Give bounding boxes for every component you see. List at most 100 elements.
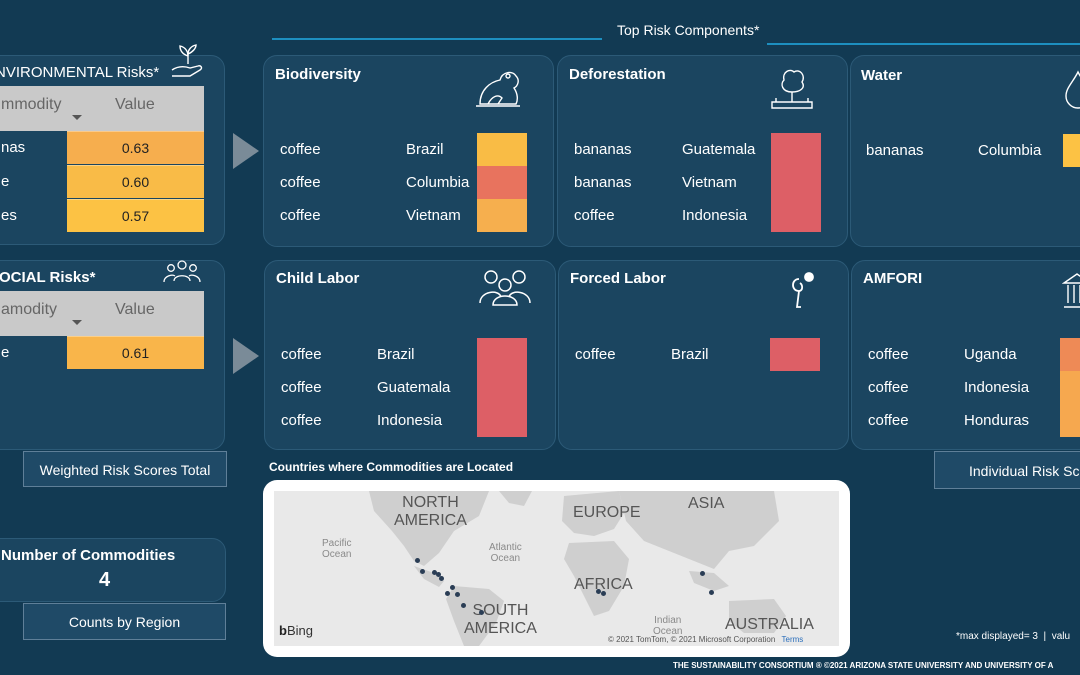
biodiversity-row-risk-swatch	[477, 133, 527, 166]
amfori-risk-row[interactable]: coffee Indonesia	[852, 371, 1080, 404]
amfori-card[interactable]: AMFORI coffee Uganda coffee Indonesia co…	[851, 260, 1080, 450]
water-title: Water	[861, 67, 903, 84]
environmental-table-row[interactable]: e 0.60	[0, 165, 204, 198]
amfori-row-commodity: coffee	[868, 379, 909, 396]
amfori-risk-row[interactable]: coffee Uganda	[852, 338, 1080, 371]
map-point[interactable]	[455, 592, 460, 597]
map-terms-link[interactable]: Terms	[781, 635, 804, 644]
map-label-australia: AUSTRALIA	[725, 616, 814, 633]
forced-labor-row-risk-swatch	[770, 338, 820, 371]
map-point[interactable]	[601, 591, 606, 596]
amfori-risk-row[interactable]: coffee Honduras	[852, 404, 1080, 437]
biodiversity-row-commodity: coffee	[280, 141, 321, 158]
social-col-value[interactable]: Value	[67, 291, 204, 336]
map-label-europe: EUROPE	[573, 504, 641, 521]
biodiversity-row-country: Columbia	[406, 174, 470, 191]
biodiversity-risk-row[interactable]: coffee Columbia	[264, 166, 553, 199]
map-label-africa: AFRICA	[574, 576, 633, 593]
map-point[interactable]	[420, 569, 425, 574]
map-canvas[interactable]: NORTH AMERICA EUROPE ASIA AFRICA SOUTH A…	[274, 491, 839, 646]
counts-by-region-button[interactable]: Counts by Region	[23, 603, 226, 640]
deforestation-row-commodity: bananas	[574, 174, 632, 191]
bing-brand-text: Bing	[286, 623, 313, 638]
environmental-risks-card: NVIRONMENTAL Risks* mmodity Value nas 0.…	[0, 44, 225, 245]
child-labor-risk-row[interactable]: coffee Indonesia	[265, 404, 555, 437]
child-labor-risk-row[interactable]: coffee Brazil	[265, 338, 555, 371]
social-row-value: 0.61	[67, 336, 204, 369]
forced-labor-card[interactable]: Forced Labor coffee Brazil	[558, 260, 849, 450]
map-container[interactable]: NORTH AMERICA EUROPE ASIA AFRICA SOUTH A…	[263, 480, 850, 657]
map-label-south-america: SOUTH AMERICA	[464, 602, 537, 637]
biodiversity-row-risk-swatch	[477, 199, 527, 232]
deforestation-row-country: Indonesia	[682, 207, 748, 224]
max-displayed-footnote: *max displayed= 3 | valu	[956, 631, 1071, 642]
map-point[interactable]	[450, 585, 455, 590]
map-point[interactable]	[445, 591, 450, 596]
biodiversity-risk-row[interactable]: coffee Vietnam	[264, 199, 553, 232]
map-point[interactable]	[596, 589, 601, 594]
map-point[interactable]	[432, 570, 437, 575]
map-point[interactable]	[461, 603, 466, 608]
map-label-indian-ocean: Indian Ocean	[653, 615, 683, 637]
map-point[interactable]	[479, 610, 484, 615]
environmental-risks-title: NVIRONMENTAL Risks*	[0, 64, 160, 81]
amfori-row-risk-swatch	[1060, 404, 1080, 437]
institution-icon	[1062, 273, 1080, 308]
amfori-title: AMFORI	[863, 270, 923, 287]
social-col-commodity-label: amodity	[1, 301, 58, 318]
social-col-value-label: Value	[115, 301, 155, 318]
environmental-table-row[interactable]: nas 0.63	[0, 131, 204, 164]
commodities-count-card: Number of Commodities 4	[0, 538, 226, 602]
water-risk-row[interactable]: bananas Columbia	[851, 134, 1080, 167]
amfori-row-risk-swatch	[1060, 338, 1080, 371]
deforestation-risk-row[interactable]: coffee Indonesia	[558, 199, 847, 232]
env-col-value[interactable]: Value	[67, 86, 204, 131]
forced-labor-row-commodity: coffee	[575, 346, 616, 363]
sort-desc-icon	[72, 320, 82, 325]
footer-copyright: THE SUSTAINABILITY CONSORTIUM ® ©2021 AR…	[673, 661, 1054, 670]
env-col-commodity[interactable]: mmodity	[0, 86, 67, 131]
environmental-row-value: 0.60	[67, 165, 204, 198]
map-label-asia: ASIA	[688, 495, 725, 512]
deforestation-risk-row[interactable]: bananas Guatemala	[558, 133, 847, 166]
amfori-row-country: Honduras	[964, 412, 1030, 429]
bing-logo: bBing	[279, 623, 313, 638]
child-labor-row-risk-swatch	[477, 371, 527, 404]
social-table-row[interactable]: e 0.61	[0, 336, 204, 369]
commodities-count-value: 4	[99, 569, 111, 591]
biodiversity-card[interactable]: Biodiversity coffee Brazil coffee Columb…	[263, 55, 554, 247]
individual-risk-scores-button[interactable]: Individual Risk Sco	[934, 451, 1080, 489]
environmental-row-value: 0.63	[67, 131, 204, 164]
map-point[interactable]	[709, 590, 714, 595]
child-labor-card[interactable]: Child Labor coffee Brazil coffee Guatema…	[264, 260, 556, 450]
forced-labor-risk-row[interactable]: coffee Brazil	[559, 338, 848, 371]
child-labor-row-commodity: coffee	[281, 412, 322, 429]
map-point[interactable]	[415, 558, 420, 563]
sort-desc-icon	[72, 115, 82, 120]
biodiversity-title: Biodiversity	[275, 66, 361, 83]
environmental-row-commodity: e	[1, 173, 10, 190]
biodiversity-row-country: Vietnam	[406, 207, 461, 224]
environmental-table-row[interactable]: es 0.57	[0, 199, 204, 232]
deforestation-title: Deforestation	[569, 66, 666, 83]
water-card[interactable]: Water bananas Columbia	[850, 55, 1080, 247]
forced-labor-icon	[792, 272, 814, 308]
forced-labor-title: Forced Labor	[570, 270, 666, 287]
child-labor-risk-row[interactable]: coffee Guatemala	[265, 371, 555, 404]
social-col-commodity[interactable]: amodity	[0, 291, 67, 336]
map-point[interactable]	[439, 576, 444, 581]
tree-icon	[771, 69, 813, 109]
biodiversity-risk-row[interactable]: coffee Brazil	[264, 133, 553, 166]
map-point[interactable]	[436, 572, 441, 577]
social-row-commodity: e	[1, 344, 10, 361]
map-point[interactable]	[700, 571, 705, 576]
deforestation-card[interactable]: Deforestation bananas Guatemala bananas …	[557, 55, 848, 247]
frog-icon	[476, 71, 520, 107]
deforestation-row-risk-swatch	[771, 166, 821, 199]
deforestation-risk-row[interactable]: bananas Vietnam	[558, 166, 847, 199]
environmental-row-commodity: es	[1, 207, 17, 224]
child-labor-row-commodity: coffee	[281, 346, 322, 363]
amfori-row-commodity: coffee	[868, 412, 909, 429]
child-labor-row-country: Brazil	[377, 346, 415, 363]
weighted-risk-scores-button[interactable]: Weighted Risk Scores Total	[23, 451, 227, 487]
